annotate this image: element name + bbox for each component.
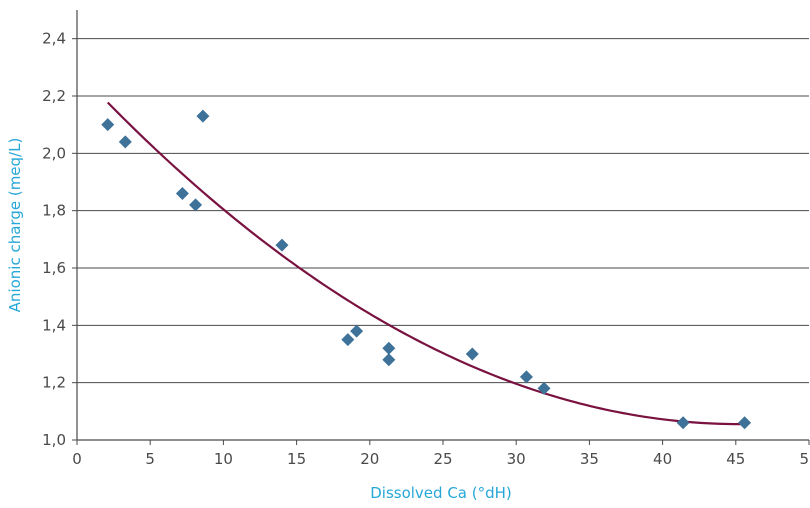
data-point-5	[275, 238, 289, 252]
x-tick-label-9: 45	[726, 450, 745, 468]
y-tick-label-7: 2,4	[42, 30, 66, 48]
y-tick-label-6: 2,2	[42, 87, 66, 105]
trendline-layer	[106, 101, 745, 426]
data-point-12	[537, 381, 551, 395]
y-tick-label-4: 1,8	[42, 202, 66, 220]
data-point-8	[382, 341, 396, 355]
y-axis-title: Anionic charge (meq/L)	[6, 138, 24, 313]
x-tick-label-2: 10	[214, 450, 233, 468]
data-point-0	[101, 118, 115, 132]
data-point-13	[676, 416, 690, 430]
y-tick-label-2: 1,4	[42, 316, 66, 334]
data-point-9	[382, 353, 396, 367]
data-point-6	[341, 333, 355, 347]
y-tick-label-1: 1,2	[42, 374, 66, 392]
data-point-3	[189, 198, 203, 212]
data-point-2	[175, 186, 189, 200]
data-point-4	[196, 109, 210, 123]
data-point-14	[738, 416, 752, 430]
trendline	[106, 101, 745, 426]
axes	[72, 10, 810, 445]
gridlines	[77, 38, 809, 384]
data-points	[101, 109, 752, 430]
data-point-11	[519, 370, 533, 384]
x-tick-label-10: 50	[799, 450, 810, 468]
x-tick-label-3: 15	[287, 450, 306, 468]
x-axis-title: Dissolved Ca (°dH)	[370, 484, 512, 502]
x-tick-label-5: 25	[433, 450, 452, 468]
x-tick-label-4: 20	[360, 450, 379, 468]
y-tick-label-0: 1,0	[42, 431, 66, 449]
y-tick-label-3: 1,6	[42, 259, 66, 277]
tick-labels: 1,0 1,2 1,4 1,6 1,8 2,0 2,2 2,4 0 5 10 15 20 25 30 35 40…	[42, 30, 810, 468]
y-tick-label-5: 2,0	[42, 144, 66, 162]
x-tick-label-8: 40	[653, 450, 672, 468]
x-tick-label-1: 5	[145, 450, 155, 468]
x-tick-label-0: 0	[72, 450, 82, 468]
data-point-10	[465, 347, 479, 361]
x-tick-label-7: 35	[580, 450, 599, 468]
data-point-1	[118, 135, 132, 149]
x-tick-label-6: 30	[507, 450, 526, 468]
data-point-7	[350, 324, 364, 338]
